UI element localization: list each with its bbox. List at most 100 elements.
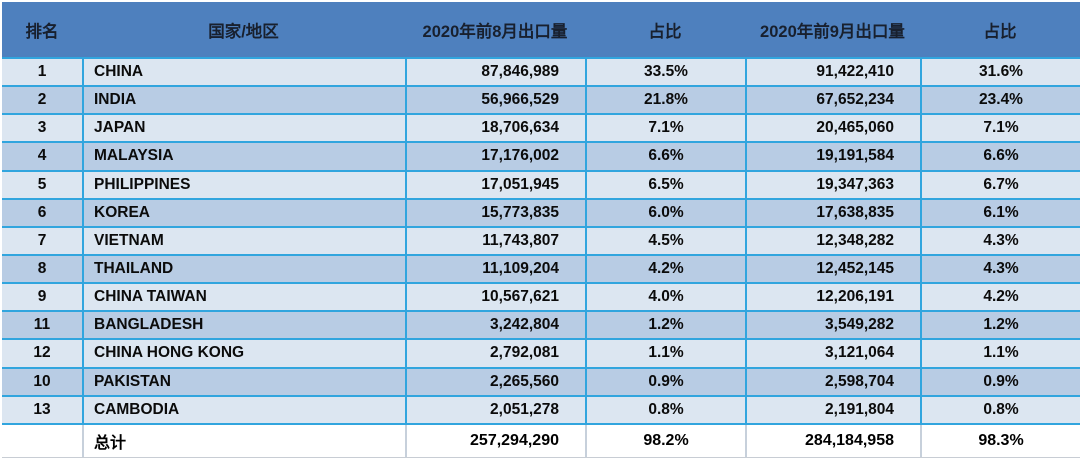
aug-share-cell: 6.6% (585, 143, 745, 170)
header-country: 国家/地区 (208, 22, 279, 41)
header-aug-share: 占比 (648, 22, 682, 41)
total-row: 总计 257,294,290 98.2% 284,184,958 98.3% (2, 424, 1080, 458)
sep-share-cell: 4.3% (920, 227, 1080, 254)
aug-share-cell: 4.2% (585, 255, 745, 283)
aug-volume-cell: 17,051,945 (405, 171, 585, 198)
sep-share-cell: 6.6% (920, 143, 1080, 170)
sep-volume-cell: 91,422,410 (745, 59, 920, 86)
aug-share-cell: 4.5% (585, 227, 745, 254)
sep-volume-cell: 12,348,282 (745, 227, 920, 254)
country-cell: JAPAN (82, 115, 405, 142)
rank-cell: 9 (37, 288, 47, 306)
rank-cell: 3 (37, 119, 47, 137)
sep-share-cell: 0.9% (920, 368, 1080, 395)
sep-volume-cell: 67,652,234 (745, 87, 920, 114)
total-aug-volume-cell: 257,294,290 (405, 424, 585, 457)
header-aug-volume: 2020年前8月出口量 (422, 22, 568, 41)
header-sep-share: 占比 (983, 22, 1017, 41)
sep-volume-cell: 2,191,804 (745, 396, 920, 423)
rank-cell: 11 (33, 316, 51, 334)
aug-volume-cell: 2,051,278 (405, 396, 585, 423)
sep-volume-cell: 19,191,584 (745, 143, 920, 170)
header-rank: 排名 (25, 22, 59, 41)
table-row: 2 INDIA 56,966,529 21.8% 67,652,234 23.4… (2, 87, 1080, 116)
sep-volume-cell: 17,638,835 (745, 199, 920, 226)
aug-volume-cell: 11,743,807 (405, 227, 585, 254)
rank-cell: 6 (37, 203, 47, 221)
aug-volume-cell: 56,966,529 (405, 87, 585, 114)
total-aug-share-cell: 98.2% (585, 424, 745, 457)
country-cell: PHILIPPINES (82, 171, 405, 198)
total-label: 总计 (82, 424, 405, 457)
sep-volume-cell: 3,549,282 (745, 312, 920, 339)
aug-share-cell: 4.0% (585, 284, 745, 311)
table-row: 13 CAMBODIA 2,051,278 0.8% 2,191,804 0.8… (2, 396, 1080, 425)
country-cell: THAILAND (82, 255, 405, 283)
sep-volume-cell: 12,452,145 (745, 255, 920, 283)
sep-share-cell: 31.6% (920, 59, 1080, 86)
sep-share-cell: 0.8% (920, 396, 1080, 423)
country-cell: VIETNAM (82, 227, 405, 254)
table-row: 4 MALAYSIA 17,176,002 6.6% 19,191,584 6.… (2, 143, 1080, 172)
aug-volume-cell: 10,567,621 (405, 284, 585, 311)
table-row: 1 CHINA 87,846,989 33.5% 91,422,410 31.6… (2, 59, 1080, 88)
rank-cell: 5 (37, 175, 47, 193)
table-row: 11 BANGLADESH 3,242,804 1.2% 3,549,282 1… (2, 312, 1080, 341)
country-cell: KOREA (82, 199, 405, 226)
rank-cell: 4 (37, 147, 47, 165)
aug-volume-cell: 3,242,804 (405, 312, 585, 339)
country-cell: CAMBODIA (82, 396, 405, 423)
sep-share-cell: 1.1% (920, 340, 1080, 367)
country-cell: CHINA HONG KONG (82, 340, 405, 367)
sep-share-cell: 4.2% (920, 284, 1080, 311)
aug-share-cell: 7.1% (585, 115, 745, 142)
aug-share-cell: 0.9% (585, 368, 745, 395)
country-cell: INDIA (82, 87, 405, 114)
rank-cell: 8 (37, 260, 47, 278)
aug-volume-cell: 87,846,989 (405, 59, 585, 86)
rank-cell: 10 (33, 372, 51, 390)
aug-share-cell: 0.8% (585, 396, 745, 423)
aug-volume-cell: 2,792,081 (405, 340, 585, 367)
sep-share-cell: 6.1% (920, 199, 1080, 226)
sep-share-cell: 4.3% (920, 255, 1080, 283)
table-row: 8 THAILAND 11,109,204 4.2% 12,452,145 4.… (2, 255, 1080, 285)
aug-share-cell: 21.8% (585, 87, 745, 114)
table-row: 7 VIETNAM 11,743,807 4.5% 12,348,282 4.3… (2, 227, 1080, 256)
rank-cell: 1 (37, 63, 47, 81)
aug-share-cell: 6.0% (585, 199, 745, 226)
aug-volume-cell: 17,176,002 (405, 143, 585, 170)
country-cell: CHINA (82, 59, 405, 86)
table-row: 10 PAKISTAN 2,265,560 0.9% 2,598,704 0.9… (2, 368, 1080, 397)
table-row: 3 JAPAN 18,706,634 7.1% 20,465,060 7.1% (2, 115, 1080, 144)
aug-volume-cell: 2,265,560 (405, 368, 585, 395)
table-row: 5 PHILIPPINES 17,051,945 6.5% 19,347,363… (2, 171, 1080, 200)
sep-share-cell: 23.4% (920, 87, 1080, 114)
sep-share-cell: 6.7% (920, 171, 1080, 198)
header-sep-volume: 2020年前9月出口量 (760, 22, 905, 41)
sep-share-cell: 1.2% (920, 312, 1080, 339)
country-cell: MALAYSIA (82, 143, 405, 170)
aug-share-cell: 1.1% (585, 340, 745, 367)
aug-volume-cell: 15,773,835 (405, 199, 585, 226)
sep-share-cell: 7.1% (920, 115, 1080, 142)
country-cell: CHINA TAIWAN (82, 284, 405, 311)
rank-cell: 12 (33, 344, 51, 362)
aug-share-cell: 33.5% (585, 59, 745, 86)
country-cell: PAKISTAN (82, 368, 405, 395)
total-sep-volume-cell: 284,184,958 (745, 424, 920, 457)
table-row: 12 CHINA HONG KONG 2,792,081 1.1% 3,121,… (2, 340, 1080, 369)
sep-volume-cell: 3,121,064 (745, 340, 920, 367)
total-rank-cell (2, 425, 82, 457)
country-cell: BANGLADESH (82, 312, 405, 339)
rank-cell: 7 (37, 231, 47, 249)
aug-volume-cell: 11,109,204 (405, 255, 585, 283)
rank-cell: 2 (37, 91, 47, 109)
aug-share-cell: 1.2% (585, 312, 745, 339)
total-sep-share-cell: 98.3% (920, 424, 1080, 457)
rank-cell: 13 (33, 400, 51, 418)
table-row: 9 CHINA TAIWAN 10,567,621 4.0% 12,206,19… (2, 284, 1080, 313)
aug-volume-cell: 18,706,634 (405, 115, 585, 142)
aug-share-cell: 6.5% (585, 171, 745, 198)
table-row: 6 KOREA 15,773,835 6.0% 17,638,835 6.1% (2, 199, 1080, 228)
